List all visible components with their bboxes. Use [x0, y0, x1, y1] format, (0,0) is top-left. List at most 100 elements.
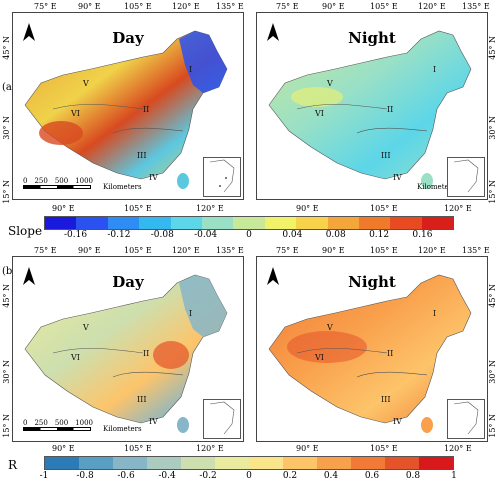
tick-label: 0.04: [282, 230, 303, 240]
region-label: I: [189, 309, 193, 318]
region-label: VI: [315, 353, 324, 362]
south-china-sea-inset: [203, 399, 241, 439]
tick-label: -0.04: [194, 230, 218, 240]
lon-label: 120° E: [196, 444, 224, 453]
tick-label: 1: [451, 471, 457, 481]
lon-label: 75° E: [34, 2, 57, 11]
map-title: Night: [348, 29, 396, 47]
lat-label: 15° N: [488, 180, 497, 204]
region-label: V: [327, 79, 333, 88]
region-label: II: [387, 349, 394, 358]
tick-label: 0.6: [364, 471, 380, 481]
legend-title: Slope: [8, 224, 43, 238]
scale-number: 0: [23, 177, 28, 185]
region-label: II: [143, 349, 150, 358]
scale-number: 250: [34, 419, 48, 427]
region-label: VI: [71, 353, 80, 362]
color-swatch: [45, 217, 77, 229]
color-swatch: [390, 217, 422, 229]
lat-label: 45° N: [2, 36, 11, 60]
china-map-night-r: [268, 274, 472, 433]
lon-label: 105° E: [124, 246, 152, 255]
lat-label: 45° N: [2, 284, 11, 308]
lon-label: 120° E: [444, 444, 472, 453]
color-swatch: [283, 457, 317, 469]
lat-label: 30° N: [2, 116, 11, 140]
lat-label: 15° N: [2, 414, 11, 438]
color-swatch: [147, 457, 181, 469]
lat-label: 45° N: [488, 284, 497, 308]
region-label: I: [189, 65, 193, 74]
lon-label: 120° E: [196, 204, 224, 213]
scale-number: 1000: [75, 419, 93, 427]
tick-label: -0.6: [117, 471, 135, 481]
color-swatch: [76, 217, 108, 229]
region-label: IV: [393, 173, 402, 182]
tick-label: -0.16: [63, 230, 88, 240]
map-title: Day: [112, 29, 144, 47]
panel-a-letter: (a): [2, 82, 16, 93]
region-label: IV: [149, 173, 158, 182]
region-label: II: [143, 105, 150, 114]
lon-label: 120° E: [418, 2, 446, 11]
map-title: Day: [112, 273, 144, 291]
color-swatch: [113, 457, 147, 469]
lon-label: 120° E: [418, 246, 446, 255]
region-label: VI: [71, 109, 80, 118]
scale-unit: Kilometers: [103, 183, 142, 191]
north-arrow-icon: [23, 267, 35, 285]
color-swatch: [264, 217, 297, 229]
color-swatch: [215, 457, 249, 469]
region-label: III: [381, 395, 391, 404]
color-swatch: [170, 217, 202, 229]
lon-label: 90° E: [78, 2, 101, 11]
lon-label: 135° E: [462, 246, 490, 255]
lon-label: 75° E: [276, 246, 299, 255]
color-swatch: [419, 457, 453, 469]
lat-label: 15° N: [488, 414, 497, 438]
lon-label: 105° E: [370, 204, 398, 213]
lat-label: 30° N: [488, 360, 497, 384]
lon-label: 90° E: [322, 246, 345, 255]
region-label: V: [327, 323, 333, 332]
scale-number: 250: [34, 177, 48, 185]
lon-label: 105° E: [370, 2, 398, 11]
lon-label: 135° E: [216, 246, 244, 255]
region-label: V: [83, 323, 89, 332]
north-arrow-icon: [23, 23, 35, 41]
tick-label: 0: [246, 230, 252, 240]
scale-bar: 0 250 500 1000: [23, 419, 93, 431]
slope-color-bar: [44, 216, 454, 230]
north-arrow-icon: [267, 23, 279, 41]
north-arrow-icon: [267, 267, 279, 285]
south-china-sea-inset: [447, 399, 485, 439]
lon-label: 90° E: [322, 2, 345, 11]
region-label: III: [137, 395, 147, 404]
lon-label: 90° E: [52, 204, 75, 213]
lon-label: 120° E: [172, 246, 200, 255]
color-swatch: [358, 217, 391, 229]
scale-number: 500: [54, 419, 69, 427]
scale-unit: Kilometers: [417, 183, 456, 191]
color-swatch: [385, 457, 419, 469]
lon-label: 120° E: [172, 2, 200, 11]
tick-label: 0.12: [369, 230, 390, 240]
color-swatch: [201, 217, 234, 229]
tick-label: -0.2: [199, 471, 217, 481]
color-swatch: [351, 457, 385, 469]
tick-label: -1: [39, 471, 49, 481]
china-map-day-slope: [24, 30, 228, 189]
lat-label: 30° N: [488, 116, 497, 140]
lon-label: 105° E: [124, 444, 152, 453]
color-swatch: [107, 217, 140, 229]
tick-label: 0.2: [282, 471, 298, 481]
lon-label: 90° E: [52, 444, 75, 453]
lon-label: 105° E: [124, 2, 152, 11]
region-label: IV: [149, 417, 158, 426]
tick-label: -0.8: [76, 471, 94, 481]
color-swatch: [233, 217, 265, 229]
lon-label: 135° E: [462, 2, 490, 11]
scale-bar: 0 250 500 1000: [23, 177, 93, 189]
color-swatch: [79, 457, 113, 469]
color-swatch: [317, 457, 351, 469]
